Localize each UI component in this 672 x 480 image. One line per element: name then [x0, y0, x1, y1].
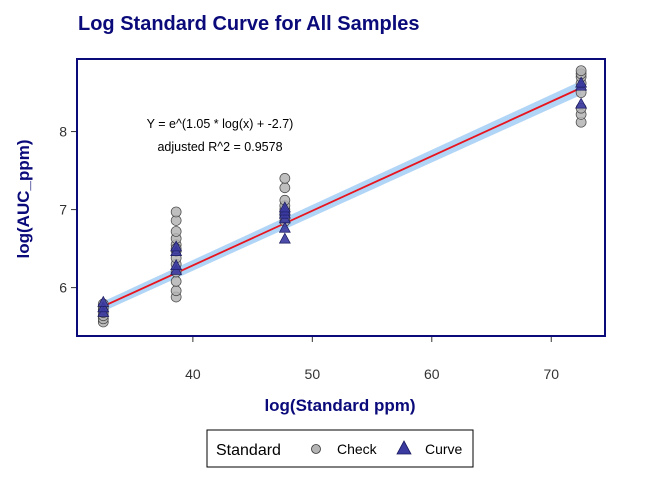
- point-check: [170, 226, 182, 237]
- confidence-band-area: [103, 80, 582, 312]
- point-check: [170, 285, 182, 297]
- point-curve: [575, 76, 588, 88]
- legend-check-label: Check: [337, 441, 378, 457]
- point-curve: [575, 97, 588, 109]
- point-curve: [97, 301, 110, 313]
- point-curve: [278, 201, 291, 213]
- regression-line: [102, 87, 582, 308]
- point-check: [170, 206, 182, 218]
- legend-curve-label: Curve: [425, 441, 463, 457]
- x-axis-ticks: 40 50 60 70: [185, 337, 559, 382]
- y-tick-label: 6: [59, 280, 67, 296]
- point-check: [279, 182, 291, 194]
- point-check: [279, 173, 291, 184]
- plot-area: [76, 58, 606, 337]
- x-tick-label: 60: [424, 366, 440, 382]
- data-points: [97, 65, 588, 328]
- x-axis-label: log(Standard ppm): [264, 396, 415, 415]
- y-tick-label: 7: [59, 202, 67, 218]
- confidence-band: [103, 80, 582, 312]
- legend-box: [206, 429, 474, 468]
- point-check: [170, 276, 182, 287]
- legend: Standard Check Curve: [206, 429, 474, 468]
- plot-frame: [76, 58, 606, 337]
- y-axis-ticks: 6 7 8: [59, 124, 76, 296]
- legend-title: Standard: [216, 442, 281, 459]
- point-curve: [170, 259, 183, 271]
- y-tick-label: 8: [59, 124, 67, 140]
- chart-title: Log Standard Curve for All Samples: [78, 13, 420, 35]
- point-check: [575, 65, 587, 77]
- x-tick-label: 50: [305, 366, 321, 382]
- x-tick-label: 40: [185, 366, 201, 382]
- annotation-equation: Y = e^(1.05 * log(x) + -2.7): [147, 117, 294, 131]
- fit-line: [102, 87, 582, 308]
- point-curve: [170, 240, 183, 252]
- point-curve: [278, 221, 291, 233]
- point-curve: [278, 232, 291, 244]
- annotation-r-squared: adjusted R^2 = 0.9578: [157, 140, 282, 154]
- point-curve: [97, 295, 110, 307]
- y-axis-label: log(AUC_ppm): [14, 140, 33, 259]
- x-tick-label: 70: [543, 366, 559, 382]
- legend-curve-marker: [396, 440, 412, 455]
- legend-check-marker: [311, 444, 321, 454]
